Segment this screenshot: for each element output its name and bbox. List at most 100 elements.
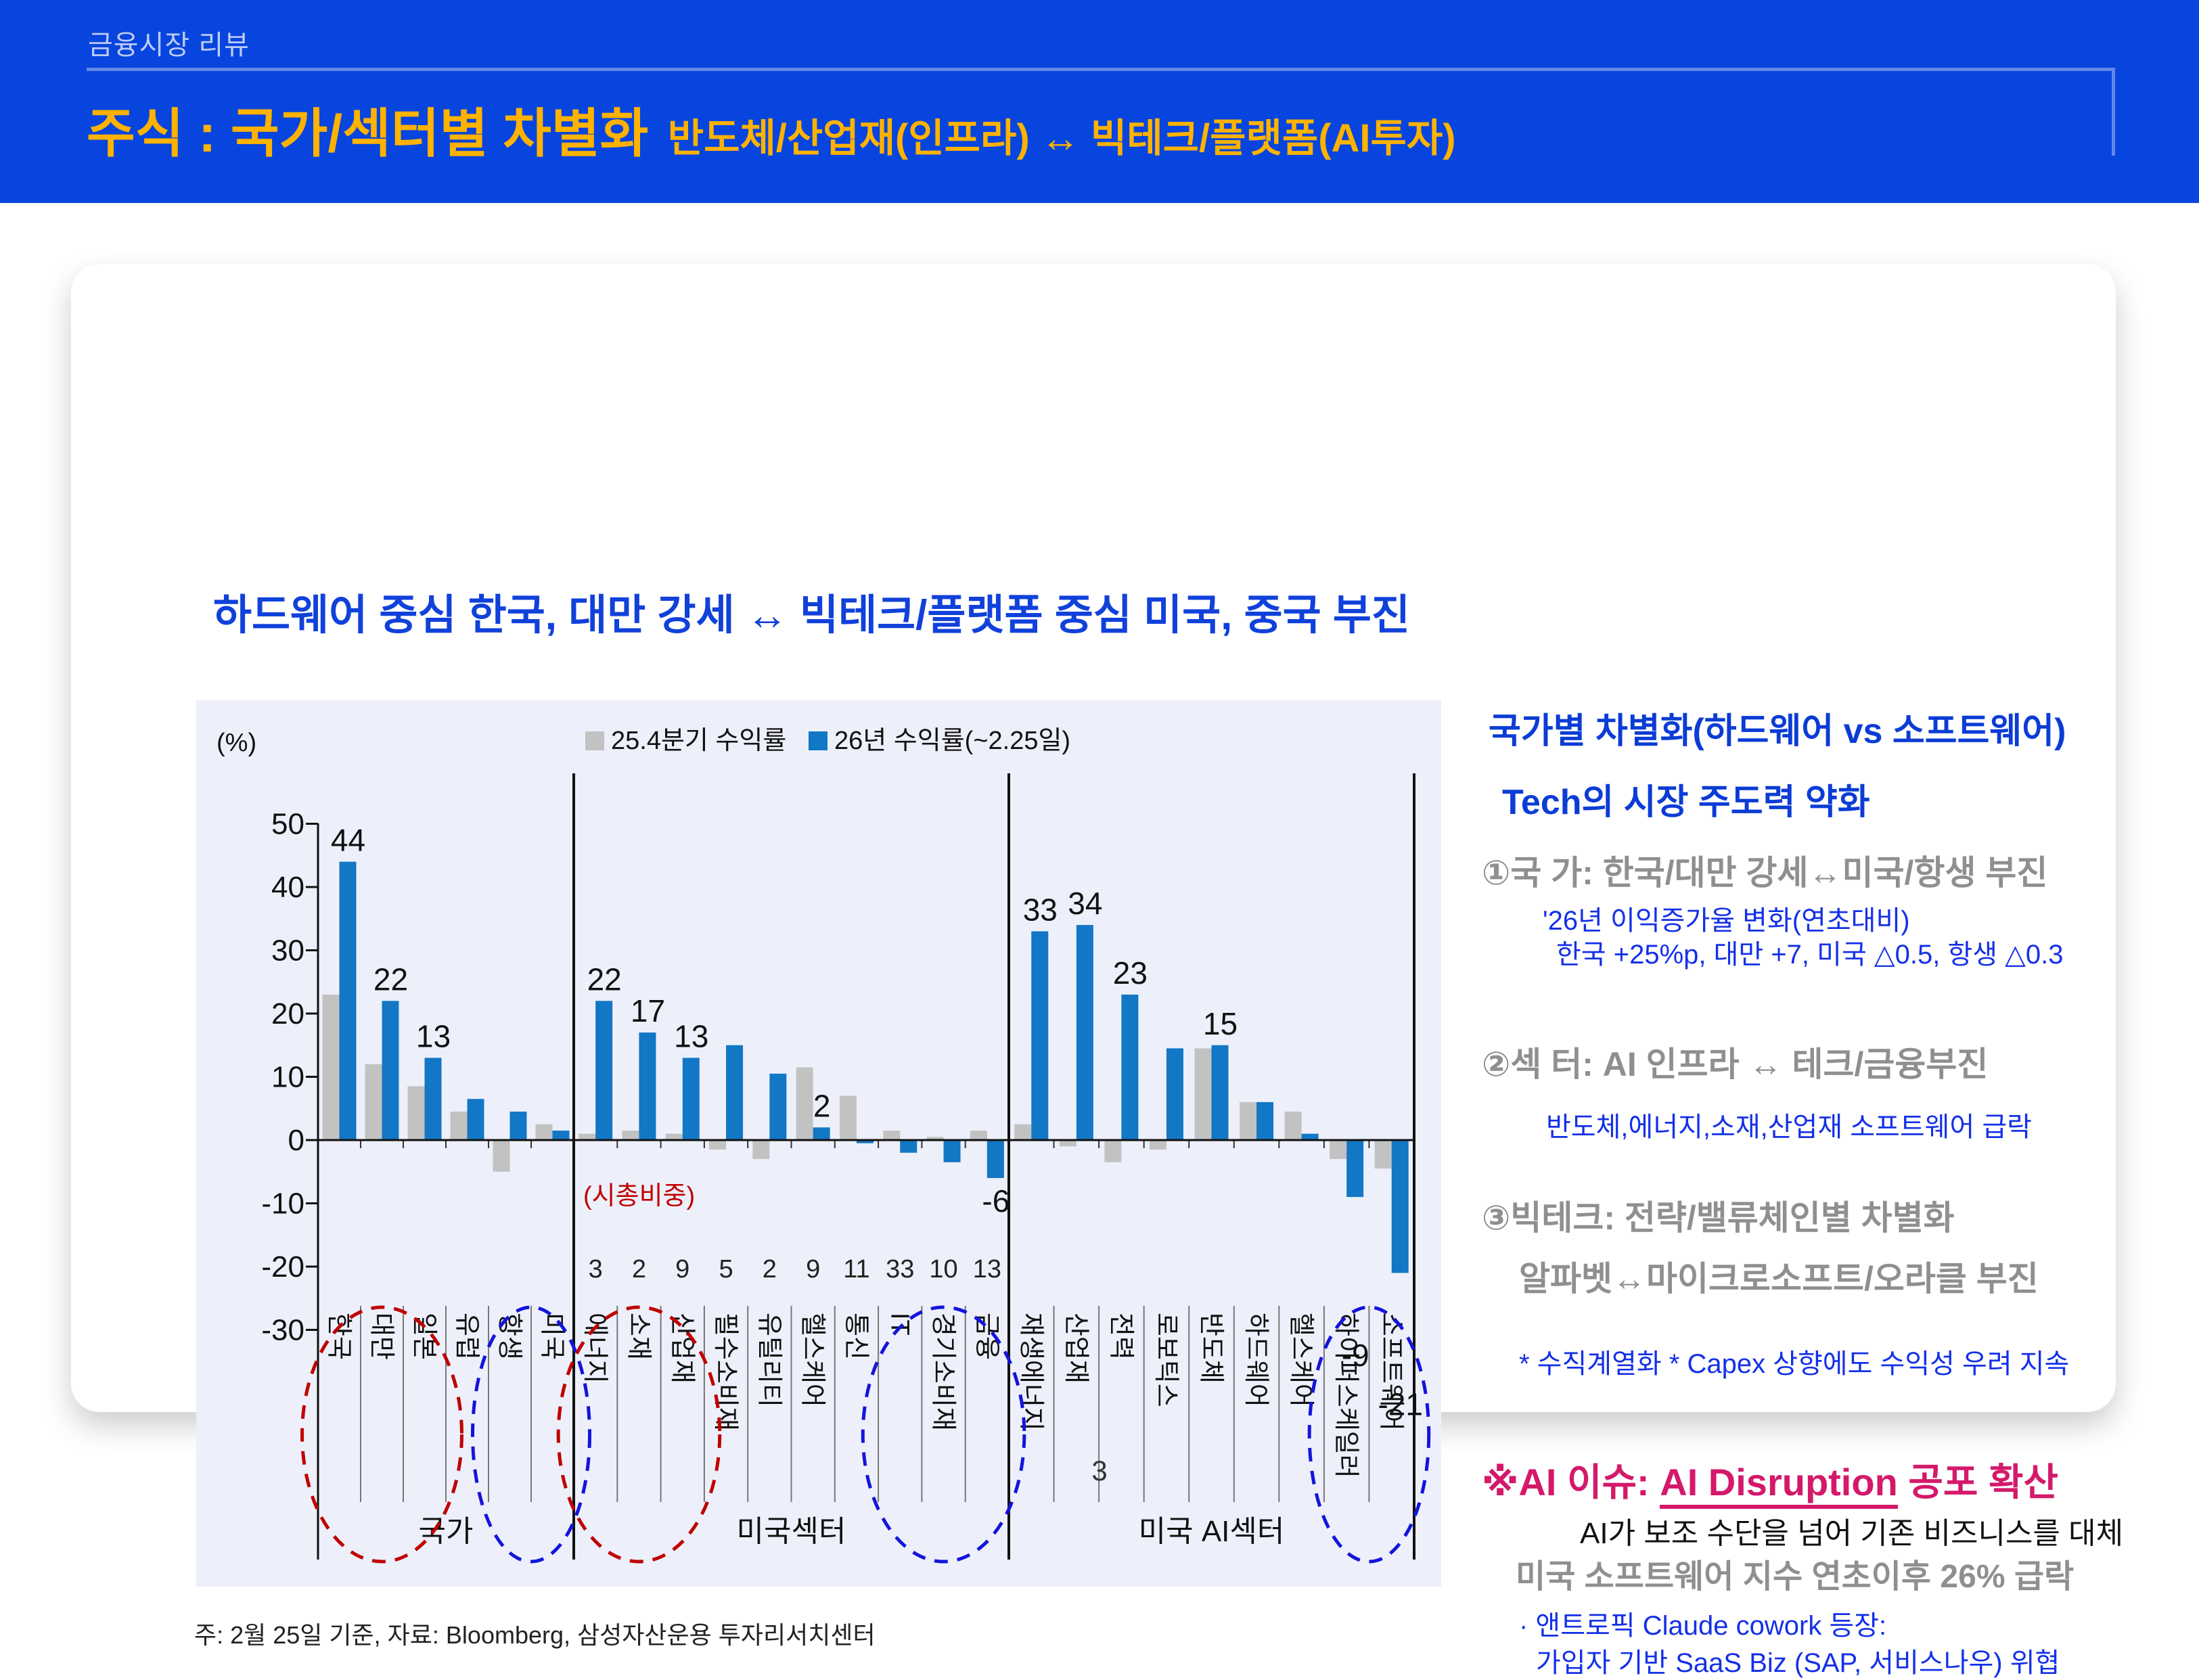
value-label-산업재: 13	[674, 1018, 708, 1053]
slide-title-sub: 반도체/산업재(인프라) ↔ 빅테크/플랫폼(AI투자)	[667, 116, 1456, 160]
bar-q25-에너지	[579, 1133, 596, 1140]
bar-q25-항생	[493, 1140, 510, 1172]
bar-y26-하드웨어	[1256, 1102, 1274, 1140]
bar-y26-통신	[856, 1140, 874, 1143]
section-label-국가: 국가	[419, 1515, 474, 1548]
point-3-sub: * 수직계열화 * Capex 상향에도 수익성 우려 지속	[1519, 1349, 2070, 1379]
bar-q25-헬스케어	[796, 1067, 813, 1140]
x-label-유럽: 유럽	[453, 1313, 481, 1360]
x-label-하드웨어: 하드웨어	[1242, 1313, 1270, 1407]
page-number: 3	[1091, 1455, 1108, 1486]
bar-q25-경기소비재	[926, 1137, 944, 1140]
slide-header: 금융시장 리뷰 주식 : 국가/섹터별 차별화 반도체/산업재(인프라) ↔ 빅…	[0, 0, 2199, 203]
y-tick-label: -30	[261, 1314, 304, 1347]
bar-y26-유틸리티	[769, 1073, 787, 1140]
bar-y26-하이퍼스케일러	[1346, 1140, 1364, 1198]
bar-y26-일본	[424, 1058, 442, 1140]
x-label-통신: 통신	[842, 1313, 870, 1360]
weight-value-유틸리티: 2	[763, 1255, 777, 1284]
y-tick-label: 30	[271, 934, 304, 968]
bar-q25-유틸리티	[752, 1140, 770, 1160]
x-label-한국: 한국	[325, 1313, 353, 1360]
point-3-title: ③빅테크: 전략/밸류체인별 차별화	[1482, 1199, 1955, 1237]
bar-q25-유럽	[450, 1111, 468, 1140]
value-label-에너지: 22	[587, 961, 622, 997]
weight-value-에너지: 3	[589, 1255, 603, 1284]
bar-q25-하드웨어	[1240, 1102, 1257, 1140]
bar-q25-대만	[365, 1064, 382, 1140]
x-label-재생에너지: 재생에너지	[1016, 1313, 1045, 1431]
chart-canvas: (%) 25.4분기 수익률 26년 수익률(~2.25일) 50 40 30 20 10 0 -…	[217, 727, 1431, 1564]
section-label-미국섹터: 미국섹터	[737, 1515, 846, 1548]
report-series-label: 금융시장 리뷰	[88, 30, 250, 60]
ai-issue-heading-underlined: AI Disruption	[1660, 1461, 1898, 1509]
bar-q25-산업재	[1059, 1140, 1076, 1147]
x-label-반도체: 반도체	[1197, 1313, 1225, 1384]
weight-value-헬스케어: 9	[806, 1255, 820, 1284]
ai-issue-heading-prefix: ※AI 이슈:	[1482, 1461, 1660, 1503]
bar-y26-항생	[509, 1111, 527, 1140]
bar-q25-하이퍼스케일러	[1330, 1140, 1347, 1160]
legend-swatch-q25	[585, 731, 604, 750]
weight-value-산업재: 9	[675, 1255, 689, 1284]
point-2-title: ②섹 터: AI 인프라 ↔ 테크/금융부진	[1482, 1045, 1989, 1083]
bar-y26-소프트웨어	[1391, 1140, 1409, 1273]
x-label-하이퍼스케일러: 하이퍼스케일러	[1332, 1313, 1360, 1478]
value-label-한국: 44	[331, 823, 365, 858]
bar-q25-소프트웨어	[1374, 1140, 1392, 1169]
bar-y26-전력	[1121, 994, 1139, 1140]
axis-unit-label: (%)	[217, 729, 256, 757]
bar-y26-경기소비재	[943, 1140, 961, 1162]
bar-q25-로보틱스	[1149, 1140, 1166, 1150]
y-tick-label: -20	[261, 1250, 304, 1284]
weight-value-통신: 11	[843, 1255, 869, 1284]
bar-q25-IT	[883, 1130, 901, 1140]
bar-y26-산업재	[1076, 925, 1093, 1140]
weight-value-필수소비재: 5	[719, 1255, 733, 1284]
bar-y26-한국	[339, 861, 357, 1140]
x-label-전력: 전력	[1106, 1313, 1135, 1360]
x-label-경기소비재: 경기소비재	[929, 1313, 957, 1431]
bar-y26-IT	[900, 1140, 917, 1153]
bar-y26-금융	[987, 1140, 1004, 1179]
x-label-대만: 대만	[367, 1313, 396, 1360]
x-label-항생: 항생	[495, 1313, 524, 1360]
x-label-IT: IT	[885, 1313, 913, 1336]
header-rule	[87, 68, 2115, 71]
value-label-전력: 23	[1113, 955, 1148, 991]
returns-bar-chart: (%) 25.4분기 수익률 26년 수익률(~2.25일) 50 40 30 20 10 0 -…	[196, 700, 1441, 1587]
value-label-대만: 22	[373, 961, 408, 997]
bar-q25-산업재	[665, 1133, 683, 1140]
bar-y26-헬스케어	[813, 1127, 830, 1140]
slide-title: 주식 : 국가/섹터별 차별화 반도체/산업재(인프라) ↔ 빅테크/플랫폼(A…	[87, 91, 2116, 167]
content-card: 하드웨어 중심 한국, 대만 강세 ↔ 빅테크/플랫폼 중심 미국, 중국 부진…	[71, 264, 2123, 1678]
bar-q25-통신	[839, 1095, 857, 1140]
value-label-반도체: 15	[1203, 1006, 1238, 1041]
bar-q25-미국	[535, 1124, 553, 1140]
bar-y26-산업재	[682, 1058, 700, 1140]
ai-issue-bullet-2: 가입자 기반 SaaS Biz (SAP, 서비스나우) 위협	[1536, 1648, 2060, 1678]
bar-y26-유럽	[467, 1099, 484, 1140]
bar-y26-미국	[552, 1130, 570, 1140]
y-tick-label: 10	[271, 1061, 304, 1094]
value-label-소재: 17	[631, 993, 665, 1028]
bar-y26-반도체	[1211, 1045, 1229, 1140]
bar-q25-일본	[407, 1086, 425, 1140]
ai-issue-line-1: AI가 보조 수단을 넘어 기존 비즈니스를 대체	[1580, 1517, 2124, 1550]
x-label-소프트웨어: 소프트웨어	[1377, 1313, 1405, 1431]
bar-q25-한국	[322, 994, 340, 1140]
value-label-금융: -6	[982, 1183, 1010, 1219]
bar-y26-대만	[382, 1001, 399, 1140]
ai-issue-bullet-1: · 앤트로픽 Claude cowork 등장:	[1519, 1611, 1887, 1641]
x-label-미국: 미국	[538, 1313, 566, 1360]
ai-issue-heading-suffix: 공포 확산	[1897, 1461, 2058, 1503]
value-label-재생에너지: 33	[1023, 892, 1058, 927]
x-label-산업재: 산업재	[668, 1313, 696, 1384]
source-note: 주: 2월 25일 기준, 자료: Bloomberg, 삼성자산운용 투자리서…	[194, 1621, 876, 1649]
slide-title-main: 주식 : 국가/섹터별 차별화	[87, 104, 649, 163]
legend-label-q25: 25.4분기 수익률	[611, 727, 786, 755]
weight-value-경기소비재: 10	[929, 1255, 957, 1284]
x-label-로보틱스: 로보틱스	[1152, 1313, 1180, 1407]
y-tick-label: 50	[271, 808, 304, 841]
header-rule-corner	[2112, 68, 2115, 156]
